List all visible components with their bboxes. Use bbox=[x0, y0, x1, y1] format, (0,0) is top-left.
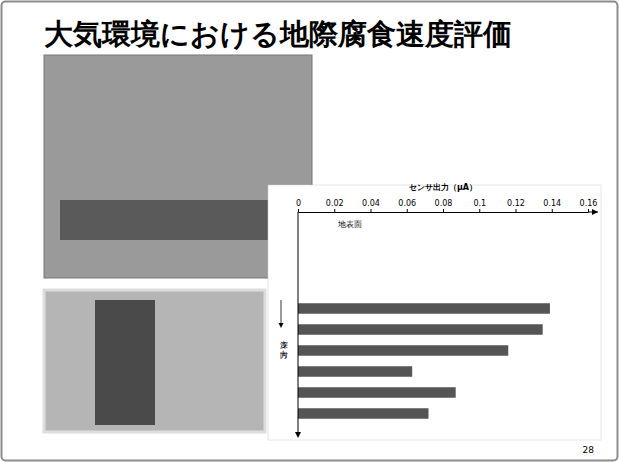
bar bbox=[298, 387, 456, 398]
tick-label: 0 bbox=[296, 199, 301, 208]
tick-label: 0.12 bbox=[507, 199, 525, 208]
tick: 0.14 bbox=[543, 199, 561, 212]
tick-mark bbox=[371, 209, 372, 212]
tick: 0.08 bbox=[435, 199, 453, 212]
tick-mark bbox=[407, 209, 408, 212]
tick: 0.06 bbox=[398, 199, 416, 212]
tick-label: 0.04 bbox=[362, 199, 380, 208]
photo bbox=[44, 290, 265, 432]
x-axis-title: センサ出力（μA） bbox=[409, 183, 477, 192]
tick: 0.16 bbox=[580, 199, 598, 212]
tick: 0.1 bbox=[473, 199, 486, 212]
tick: 0.12 bbox=[507, 199, 525, 212]
tick-label: 0.08 bbox=[435, 199, 453, 208]
chart-panel bbox=[268, 185, 601, 440]
tick-mark bbox=[443, 209, 444, 212]
y-axis-line bbox=[298, 212, 299, 436]
page-number: 28 bbox=[583, 445, 595, 455]
tick-label: 0.1 bbox=[473, 199, 486, 208]
tick: 0.02 bbox=[326, 199, 344, 212]
tick: 0.04 bbox=[362, 199, 380, 212]
bar bbox=[298, 366, 412, 377]
tick-mark bbox=[479, 209, 480, 212]
photo-detail bbox=[60, 200, 290, 240]
photo-detail bbox=[95, 300, 155, 425]
slide-title: 大気環境における地際腐食速度評価 bbox=[44, 17, 512, 51]
x-axis: 0 0.02 0.04 0.06 0.08 0.1 0.12 0.14 0.16 bbox=[296, 199, 597, 213]
tick-mark bbox=[334, 209, 335, 212]
bar bbox=[298, 324, 543, 335]
y-label-arrow bbox=[281, 300, 282, 325]
y-axis-title: 深さ方向 bbox=[279, 335, 288, 359]
tick-label: 0.02 bbox=[326, 199, 344, 208]
axis-line bbox=[299, 212, 589, 213]
axis-arrowhead bbox=[295, 432, 301, 438]
tick-label: 0.14 bbox=[543, 199, 561, 208]
bars bbox=[298, 303, 550, 419]
tick-mark bbox=[298, 209, 299, 212]
tick-label: 0.16 bbox=[580, 199, 598, 208]
tick-mark bbox=[516, 209, 517, 212]
tick-mark bbox=[552, 209, 553, 212]
bar bbox=[298, 345, 508, 356]
bar bbox=[298, 303, 550, 314]
axis-arrowhead bbox=[592, 209, 598, 215]
tick: 0 bbox=[296, 199, 301, 212]
annotation: 地表面 bbox=[337, 220, 362, 229]
tick-label: 0.06 bbox=[398, 199, 416, 208]
slide-frame bbox=[2, 2, 618, 461]
y-label-arrowhead bbox=[279, 323, 284, 328]
bar bbox=[298, 408, 429, 419]
slide: 大気環境における地際腐食速度評価 0 0.02 0.04 0.06 0.08 0.1 0.12… bbox=[0, 0, 619, 462]
